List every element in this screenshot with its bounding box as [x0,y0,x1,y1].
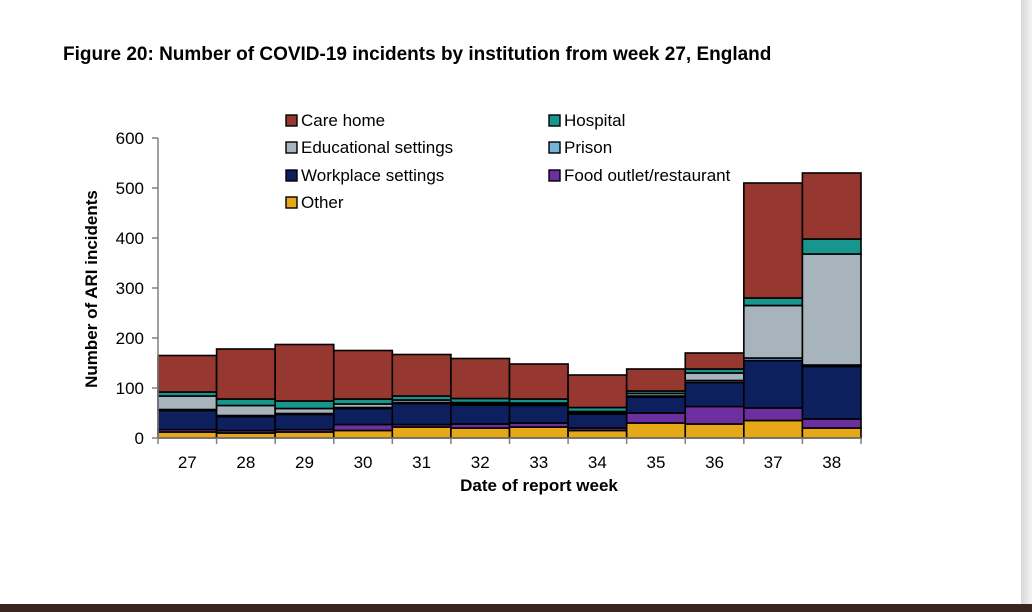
bar-segment [332,407,394,426]
x-tick-label: 29 [295,453,314,472]
x-tick-label: 32 [471,453,490,472]
y-axis-title: Number of ARI incidents [82,190,101,388]
legend-label: Prison [564,138,612,157]
bar-segment [391,402,452,426]
bar-segment [801,238,862,255]
bar-segment [743,359,804,409]
x-tick-label: 34 [588,453,607,472]
y-tick-label: 0 [135,429,144,448]
bar-segment [274,431,335,439]
y-tick-label: 200 [116,329,144,348]
y-tick-label: 100 [116,379,144,398]
bar-segment [332,349,394,400]
bar-segment [801,427,862,439]
x-tick-label: 36 [705,453,724,472]
legend-label: Other [301,193,344,212]
bar-segment [157,409,218,431]
bar-segment [743,297,804,307]
bar-segment [391,426,452,439]
bar-segment [215,348,276,400]
bar-segment [450,427,511,439]
bar-segment [743,407,804,422]
bar-segment [625,422,687,439]
legend-swatch [285,141,298,154]
bar-segment [274,413,335,431]
x-tick-label: 30 [354,453,373,472]
bar-segment [743,182,804,299]
bar-segment [567,374,628,409]
legend-label: Educational settings [301,138,453,157]
legend-swatch [285,169,298,182]
bar-segment [801,172,862,240]
legend-label: Care home [301,111,385,130]
bar-segment [450,404,511,425]
bar-segment [508,404,569,424]
x-tick-label: 33 [529,453,548,472]
x-tick-label: 38 [822,453,841,472]
bar-segment [567,413,628,429]
y-tick-label: 600 [116,129,144,148]
x-tick-label: 31 [412,453,431,472]
y-tick-label: 400 [116,229,144,248]
bar-segment [743,304,804,359]
bar-segment [157,431,218,439]
bar-segment [625,396,687,414]
bar-segment [215,398,276,407]
legend-label: Workplace settings [301,166,444,185]
page-shadow [1021,0,1032,612]
y-tick-label: 300 [116,279,144,298]
legend-label: Hospital [564,111,625,130]
bar-segment [684,381,745,408]
bar-segment [274,343,335,402]
bar-segment [684,372,745,382]
x-tick-label: 27 [178,453,197,472]
bar-segment [801,365,862,420]
legend-swatch [548,141,561,154]
x-axis-title: Date of report week [460,476,618,495]
y-tick-label: 500 [116,179,144,198]
bar-segment [332,429,394,439]
bar-segment [743,419,804,439]
bottom-bar [0,604,1032,612]
legend-swatch [548,114,561,127]
bar-segment [332,423,394,432]
bar-segment [684,423,745,439]
bar-segment [684,352,745,370]
legend-swatch [548,169,561,182]
bar-segment [391,353,452,397]
x-tick-label: 35 [646,453,665,472]
figure-title: Figure 20: Number of COVID-19 incidents … [63,44,772,65]
bar-segment [215,404,276,417]
bar-segment [215,415,276,432]
bar-segment [508,426,569,439]
x-tick-label: 28 [236,453,255,472]
bar-segment [157,354,218,393]
legend-swatch [285,114,298,127]
bar-segment [450,357,511,400]
legend-swatch [285,196,298,209]
bar-segment [801,418,862,429]
bar-segment [625,412,687,424]
x-tick-label: 37 [764,453,783,472]
bar-segment [157,395,218,411]
bar-segment [274,400,335,410]
bar-segment [567,429,628,439]
legend-label: Food outlet/restaurant [564,166,731,185]
bar-segment [508,363,569,400]
bar-segment [801,253,862,366]
bar-segment [625,368,687,392]
bar-segment [684,405,745,425]
